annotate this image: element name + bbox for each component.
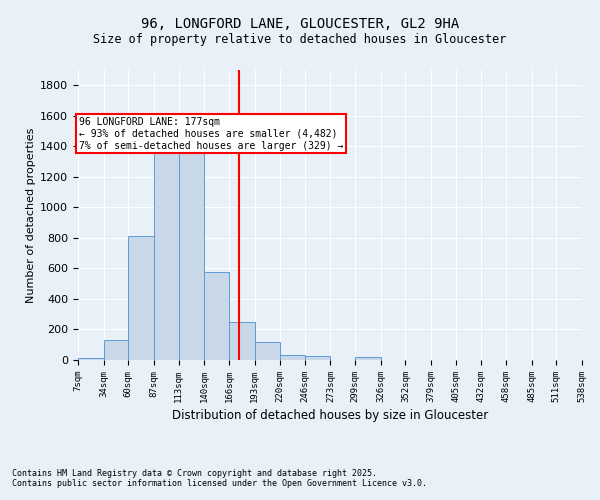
Y-axis label: Number of detached properties: Number of detached properties	[26, 128, 36, 302]
Bar	[78, 358, 104, 360]
Bar	[355, 357, 381, 360]
X-axis label: Distribution of detached houses by size in Gloucester: Distribution of detached houses by size …	[172, 409, 488, 422]
Text: Size of property relative to detached houses in Gloucester: Size of property relative to detached ho…	[94, 32, 506, 46]
Bar	[204, 272, 229, 360]
Text: Contains HM Land Registry data © Crown copyright and database right 2025.: Contains HM Land Registry data © Crown c…	[12, 468, 377, 477]
Text: 96 LONGFORD LANE: 177sqm
← 93% of detached houses are smaller (4,482)
7% of semi: 96 LONGFORD LANE: 177sqm ← 93% of detach…	[79, 118, 343, 150]
Bar	[154, 132, 179, 360]
Bar	[104, 340, 128, 360]
Bar	[179, 146, 204, 360]
Bar	[128, 236, 154, 360]
Text: Contains public sector information licensed under the Open Government Licence v3: Contains public sector information licen…	[12, 478, 427, 488]
Bar	[254, 342, 280, 360]
Bar	[280, 354, 305, 360]
Bar	[229, 322, 254, 360]
Text: 96, LONGFORD LANE, GLOUCESTER, GL2 9HA: 96, LONGFORD LANE, GLOUCESTER, GL2 9HA	[141, 18, 459, 32]
Bar	[305, 356, 331, 360]
